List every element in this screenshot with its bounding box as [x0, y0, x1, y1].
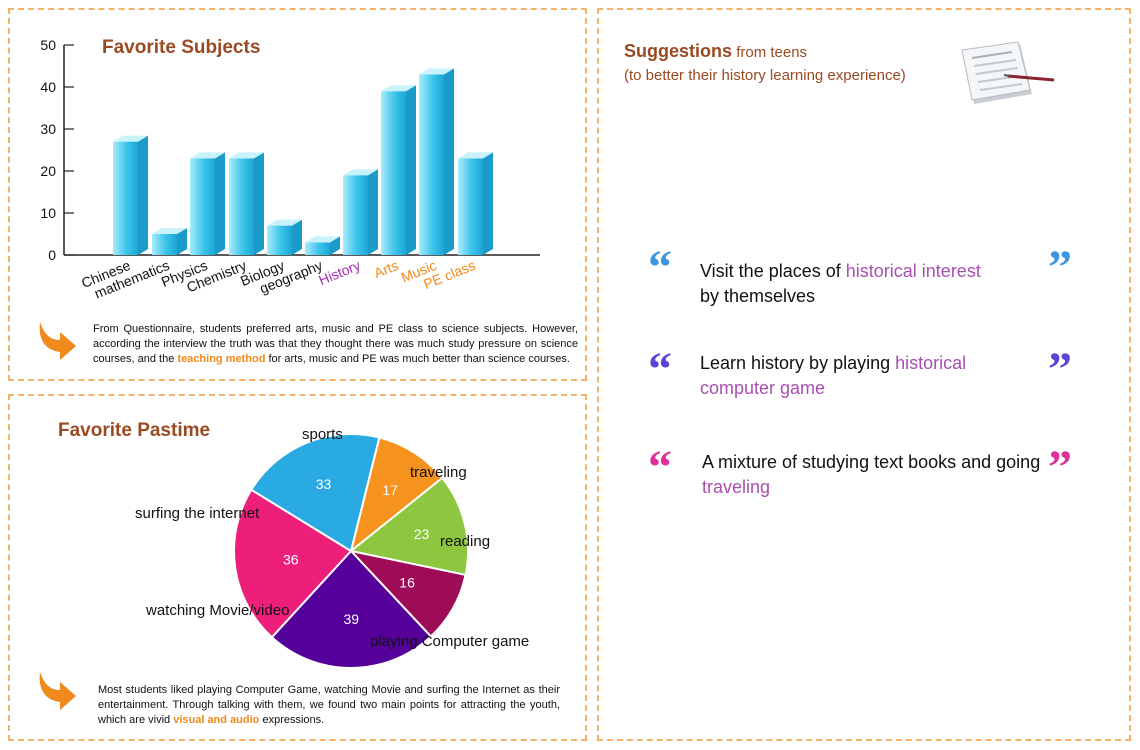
y-tick-label: 10 [40, 205, 56, 221]
pastime-title: Favorite Pastime [58, 420, 211, 441]
arrow-icon [39, 672, 76, 710]
suggestions-panel [597, 8, 1131, 741]
pie-slice [270, 549, 433, 669]
bar [267, 219, 302, 255]
pie-value-label: 39 [344, 611, 360, 627]
bar [152, 228, 187, 255]
pie-value-label: 17 [382, 482, 398, 498]
subjects-note-text: From Questionnaire, students preferred a… [93, 323, 578, 365]
x-category-label: History [316, 257, 362, 288]
pie-value-label: 33 [316, 476, 332, 492]
arrow-icon [39, 322, 76, 360]
subjects-note-text-end: for arts, music and PE was much better t… [268, 353, 570, 365]
suggestion-highlight: historical computer game [700, 353, 967, 398]
bar [381, 85, 416, 255]
suggestion-text-end: by themselves [700, 286, 816, 306]
open-quote-icon: “ [648, 441, 672, 494]
suggestion-item-1: Visit the places of historical interest … [700, 259, 1040, 309]
pie-category-label: sports [302, 426, 343, 443]
bar [229, 152, 264, 255]
suggestions-subheading: (to better their history learning experi… [624, 67, 906, 84]
pie-value-label: 36 [283, 551, 299, 567]
y-tick-label: 40 [40, 79, 56, 95]
suggestion-text: A mixture of studying text books and goi… [702, 452, 1041, 472]
close-quote-icon: ” [1048, 343, 1072, 396]
pie-value-label: 16 [399, 575, 415, 591]
pie-slice [349, 436, 444, 554]
close-quote-icon: ” [1048, 441, 1072, 494]
subjects-note-highlight: teaching method [177, 353, 266, 365]
pie-category-label: surfing the internet [135, 505, 260, 522]
bar [190, 152, 225, 255]
pie-category-label: traveling [410, 464, 467, 481]
subjects-note: From Questionnaire, students preferred a… [93, 322, 578, 367]
open-quote-icon: “ [648, 241, 672, 294]
survey-form-icon [961, 41, 1055, 104]
y-tick-label: 50 [40, 37, 56, 53]
suggestion-item-3: A mixture of studying text books and goi… [702, 450, 1042, 500]
x-category-label: Arts [372, 257, 401, 281]
y-tick-label: 30 [40, 121, 56, 137]
suggestions-heading-rest: from teens [736, 44, 808, 61]
y-tick-label: 0 [48, 247, 56, 263]
open-quote-icon: “ [648, 343, 672, 396]
pie-slice [249, 433, 381, 553]
y-tick-label: 20 [40, 163, 56, 179]
pie-slice [348, 476, 469, 577]
bar [343, 169, 378, 255]
suggestion-item-2: Learn history by playing historical comp… [700, 351, 1030, 401]
subjects-title: Favorite Subjects [102, 37, 261, 58]
suggestions-heading: Suggestions from teens (to better their … [624, 40, 906, 87]
pastime-note-text-end: expressions. [262, 714, 325, 726]
close-quote-icon: ” [1048, 241, 1072, 294]
suggestion-text: Learn history by playing [700, 353, 891, 373]
bar [458, 152, 493, 255]
pastime-panel [8, 394, 587, 741]
pastime-note: Most students liked playing Computer Gam… [98, 683, 560, 728]
pastime-pie-chart: 17 23 16 39 36 33 sports traveling reading playin… [135, 426, 529, 669]
pastime-note-highlight: visual and audio [173, 714, 260, 726]
suggestions-heading-bold: Suggestions [624, 41, 733, 61]
suggestion-text: Visit the places of [700, 261, 841, 281]
subjects-panel [8, 8, 587, 381]
suggestion-highlight: traveling [702, 477, 771, 497]
bar [305, 236, 340, 255]
suggestion-highlight: historical interest [845, 261, 981, 281]
subjects-bar-chart: 01020304050ChinesemathematicsPhysicsChem… [40, 37, 540, 302]
pie-slice [233, 488, 353, 639]
pastime-note-text: Most students liked playing Computer Gam… [98, 684, 560, 726]
pie-value-label: 23 [414, 526, 430, 542]
pie-category-label: watching Movie/video [145, 602, 289, 619]
pie-category-label: reading [440, 533, 490, 550]
bar [113, 135, 148, 255]
bar [419, 68, 454, 256]
pie-category-label: playing Computer game [370, 633, 529, 650]
